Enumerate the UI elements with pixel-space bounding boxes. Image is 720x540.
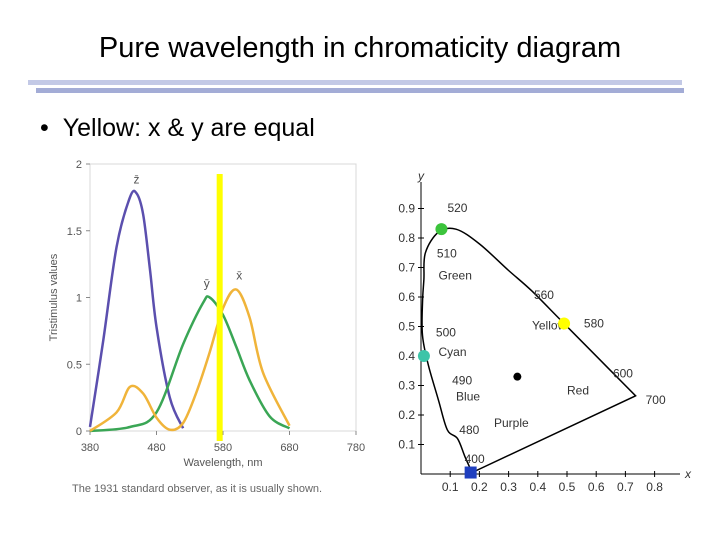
region-label: Purple (494, 416, 529, 430)
yellow-wavelength-marker (216, 174, 223, 441)
wavelength-label: 500 (436, 325, 456, 339)
cie-y-tick-label: 0.3 (398, 379, 415, 393)
cie-x-tick-label: 0.5 (559, 480, 576, 494)
cmf-series-label: ȳ (204, 277, 210, 291)
cmf-y-axis-label: Tristimulus values (48, 253, 60, 341)
title-rule-bottom (36, 88, 684, 93)
cmf-series-line-0 (88, 189, 185, 429)
wavelength-label: 520 (447, 201, 467, 215)
cmf-x-tick-label: 780 (347, 442, 365, 454)
wavelength-label: 580 (584, 316, 604, 330)
marker-blue-400 (464, 466, 477, 479)
wavelength-label: 700 (646, 393, 666, 407)
cie-x-tick-label: 0.3 (500, 480, 517, 494)
cmf-y-tick-label: 0.5 (67, 359, 82, 371)
cie-y-tick-label: 0.6 (398, 290, 415, 304)
cie-x-tick-label: 0.6 (588, 480, 605, 494)
marker-yellow-580 (558, 317, 571, 330)
region-label: Yellow (532, 318, 567, 332)
white-point (513, 372, 522, 381)
region-label: Cyan (439, 345, 467, 359)
wavelength-label: 480 (459, 423, 479, 437)
cmf-x-tick-label: 480 (147, 442, 165, 454)
region-label: Red (567, 383, 589, 397)
wavelength-label: 600 (613, 367, 633, 381)
wavelength-label: 490 (452, 374, 472, 388)
cmf-x-tick-label: 380 (81, 442, 99, 454)
wavelength-label: 560 (534, 288, 554, 302)
cmf-caption: The 1931 standard observer, as it is usu… (72, 483, 323, 495)
cmf-x-tick-label: 680 (280, 442, 298, 454)
cie-y-tick-label: 0.1 (398, 438, 415, 452)
cmf-series-line-2 (89, 288, 291, 433)
bullet-dot-icon: • (40, 114, 49, 142)
cmf-y-tick-label: 2 (76, 159, 82, 171)
cie-y-tick-label: 0.5 (398, 320, 415, 334)
cmf-y-tick-label: 1 (76, 293, 82, 305)
region-label: Blue (456, 389, 480, 403)
marker-green-520 (435, 223, 448, 236)
cie-x-tick-label: 0.8 (646, 480, 663, 494)
wavelength-label: 510 (437, 247, 457, 261)
cmf-y-tick-label: 0 (76, 426, 82, 438)
cie-y-tick-label: 0.8 (398, 231, 415, 245)
cie-y-axis-label: y (417, 169, 425, 183)
cmf-x-tick-label: 580 (214, 442, 232, 454)
cie-x-tick-label: 0.4 (529, 480, 546, 494)
bullet-text: Yellow: x & y are equal (62, 114, 315, 142)
cmf-series-label: z̄ (134, 172, 140, 186)
marker-cyan-500 (417, 350, 430, 362)
cmf-series-label: x̄ (236, 268, 242, 282)
cie-y-tick-label: 0.2 (398, 408, 415, 422)
cie-y-tick-label: 0.7 (398, 261, 415, 275)
wavelength-label: 400 (465, 452, 485, 466)
cmf-y-tick-label: 1.5 (67, 226, 82, 238)
cmf-x-axis-label: Wavelength, nm (183, 457, 262, 469)
bullet-point: • Yellow: x & y are equal (40, 114, 315, 143)
cmf-series-line-1 (89, 295, 291, 433)
cie-x-tick-label: 0.7 (617, 480, 634, 494)
cie-x-tick-label: 0.2 (471, 480, 488, 494)
slide-title: Pure wavelength in chromaticity diagram (98, 32, 622, 64)
cie-y-tick-label: 0.4 (398, 349, 415, 363)
cie-x-tick-label: 0.1 (442, 480, 459, 494)
title-rule-top (28, 80, 682, 85)
cie-x-axis-label: x (684, 467, 692, 481)
cie-y-tick-label: 0.9 (398, 202, 415, 216)
region-label: Green (439, 268, 472, 282)
